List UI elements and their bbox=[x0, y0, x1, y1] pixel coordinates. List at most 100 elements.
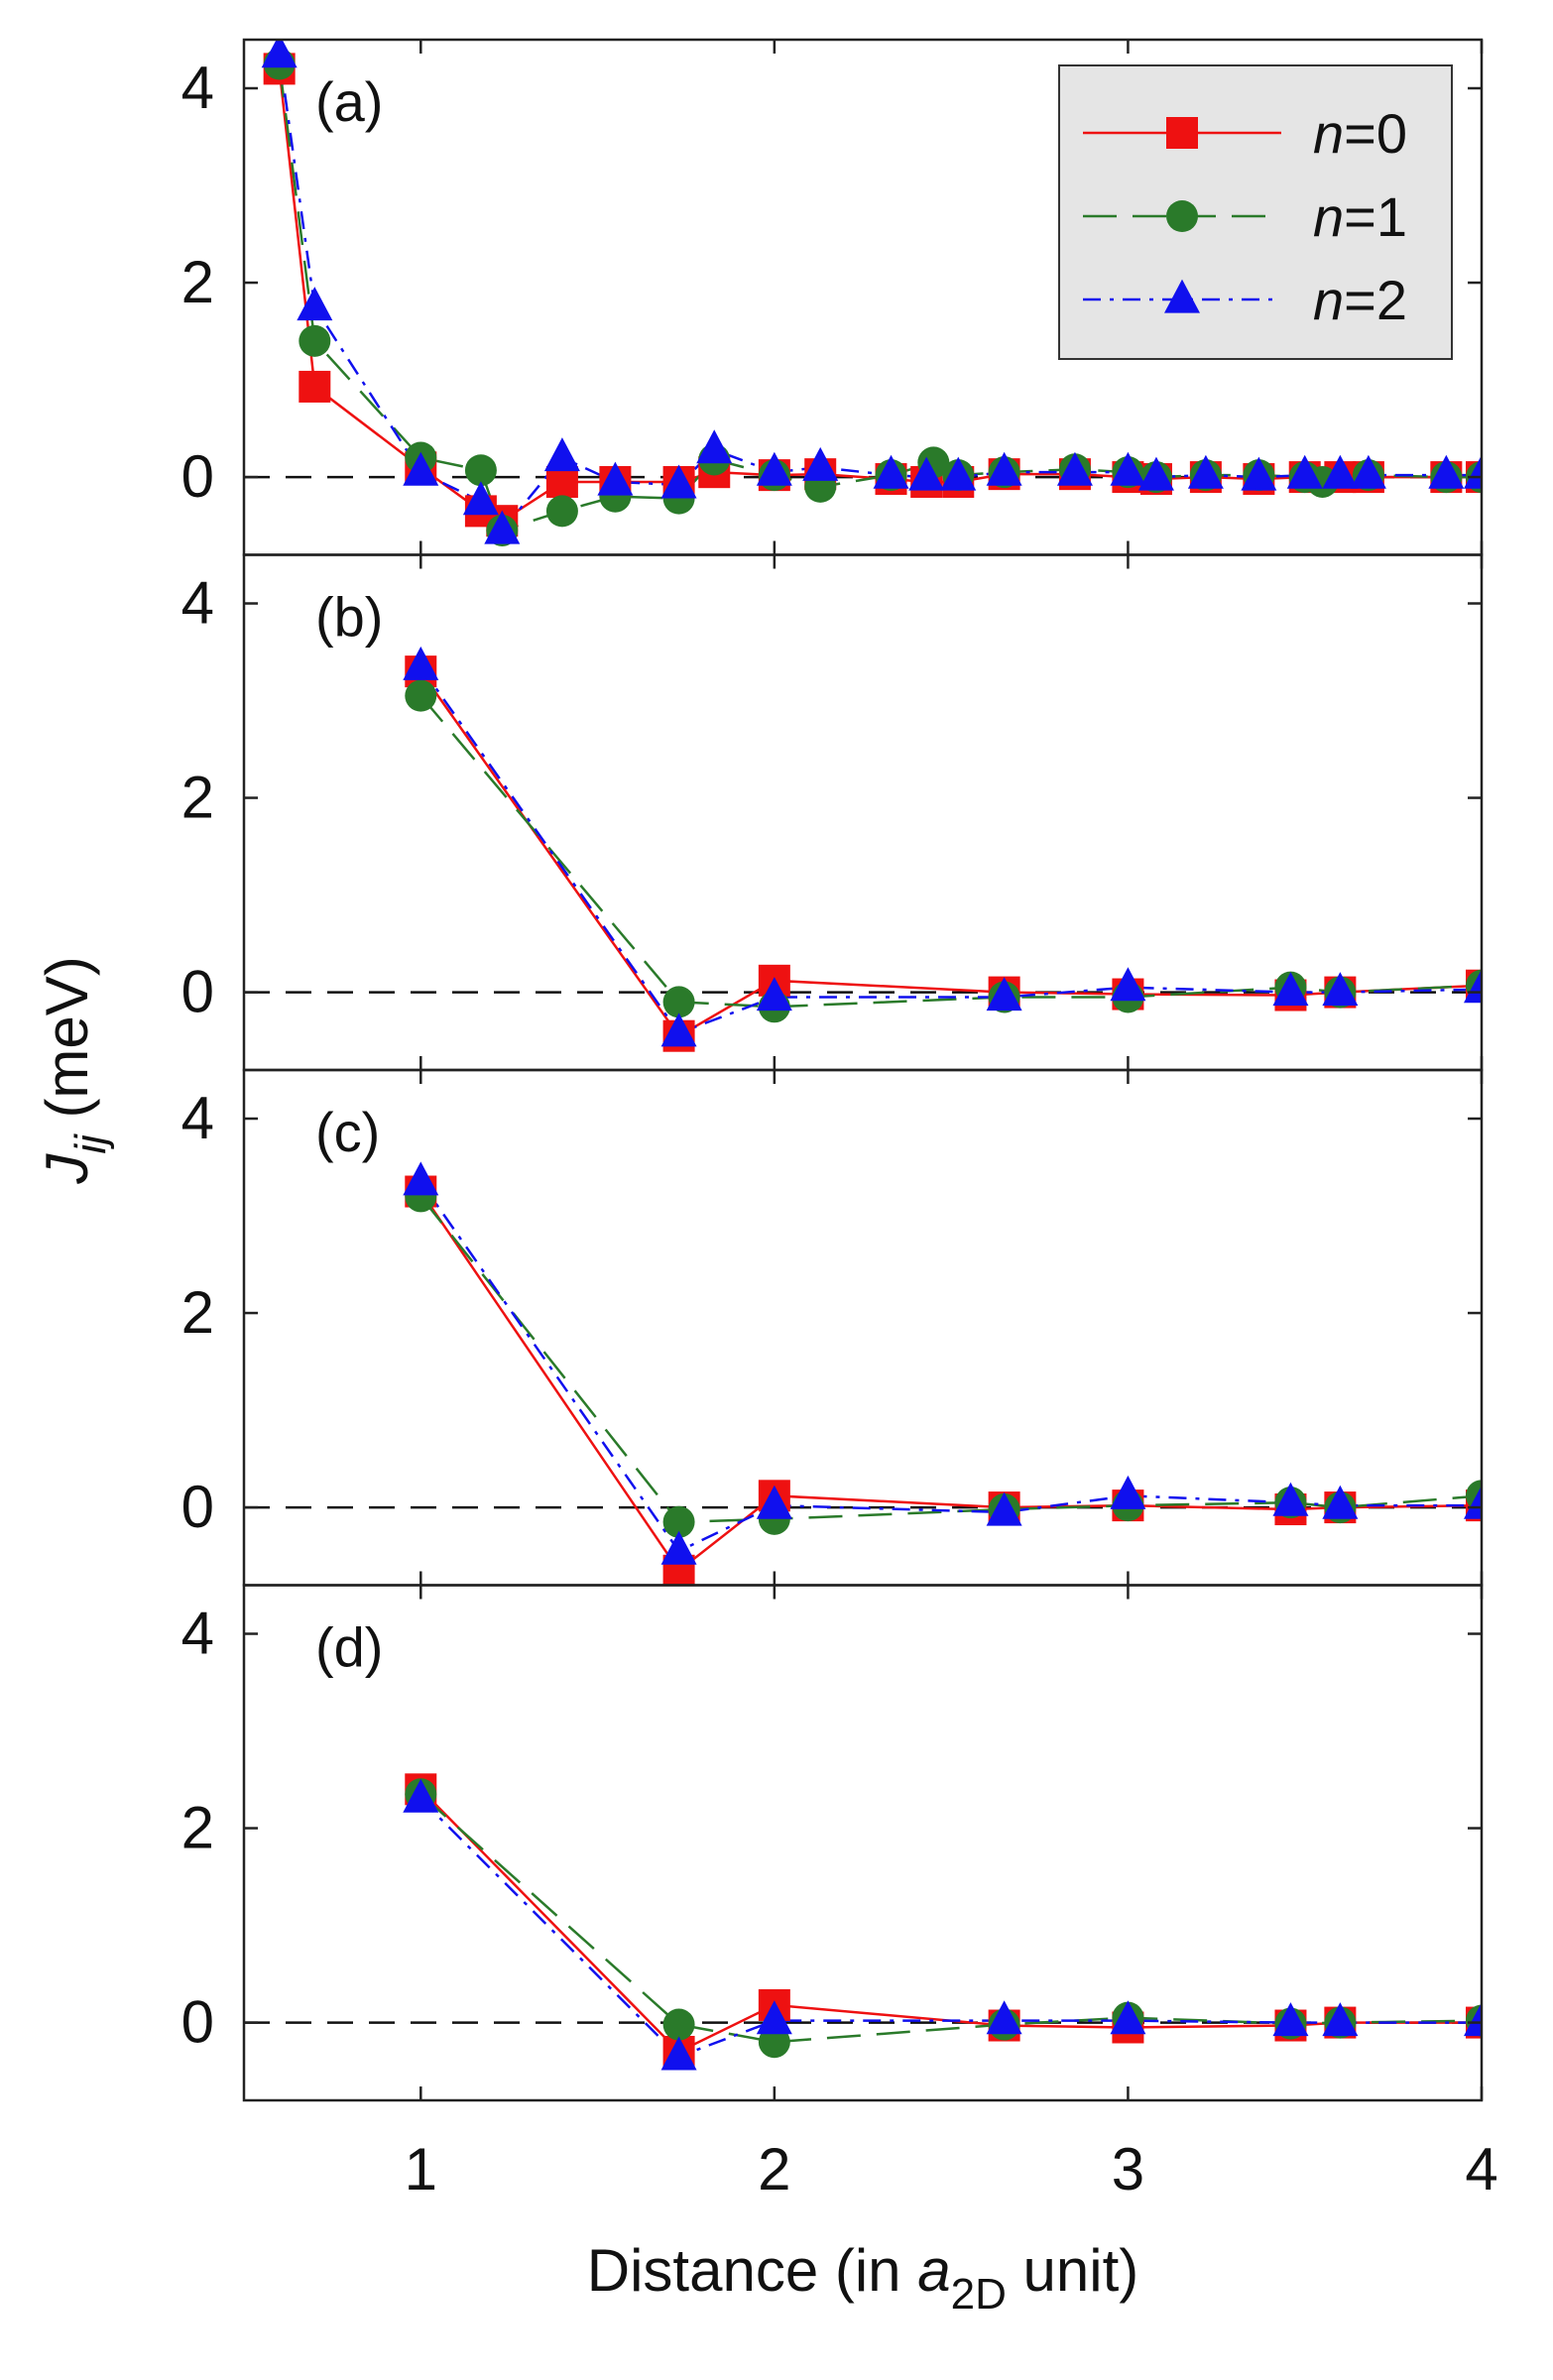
panel-b-point-n2-0 bbox=[403, 646, 439, 680]
panel-d-ytick-label-1: 2 bbox=[181, 1795, 214, 1861]
legend-label-n0: n=0 bbox=[1313, 102, 1407, 165]
panel-c-point-n2-6 bbox=[1322, 1485, 1359, 1519]
panel-c-point-n2-1 bbox=[660, 1530, 697, 1565]
panel-c-line-n2 bbox=[419, 1181, 1482, 1553]
panel-a-point-n2-10 bbox=[802, 446, 839, 481]
panel-a-point-n2-3 bbox=[462, 481, 499, 516]
panel-b-ytick-label-0: 0 bbox=[181, 959, 214, 1025]
legend-marker-n1 bbox=[1166, 200, 1198, 232]
x-axis-title-var: a bbox=[917, 2237, 950, 2304]
panel-b-line-n2 bbox=[419, 665, 1482, 1035]
panel-b-ytick-label-1: 2 bbox=[181, 765, 214, 831]
panel-a-point-n2-15 bbox=[1056, 451, 1093, 486]
panel-a-point-n1-3 bbox=[464, 454, 497, 487]
panel-a-point-n2-13 bbox=[940, 456, 977, 491]
panel-b-point-n2-7 bbox=[1464, 969, 1482, 1004]
panel-a-point-n2-1 bbox=[297, 287, 333, 321]
xtick-label-1: 2 bbox=[758, 2136, 790, 2202]
panel-c-point-n1-1 bbox=[662, 1505, 695, 1538]
panel-a-point-n2-12 bbox=[908, 456, 945, 491]
legend-label-rest-n1: =1 bbox=[1344, 185, 1407, 248]
panel-a-ytick-label-2: 4 bbox=[181, 55, 214, 121]
panel-d-plot-area bbox=[244, 1773, 1482, 2071]
panel-d-line-n0 bbox=[419, 1788, 1482, 2054]
panel-c-ytick-label-0: 0 bbox=[181, 1474, 214, 1540]
panel-b-label: (b) bbox=[315, 586, 383, 649]
panel-b-point-n2-6 bbox=[1322, 972, 1359, 1007]
panel-a-point-n2-0 bbox=[261, 40, 298, 68]
y-axis-title-var: J bbox=[34, 1153, 100, 1185]
y-axis-title: Jij (meV) bbox=[34, 956, 115, 1185]
legend-label-var-n0: n bbox=[1313, 102, 1344, 165]
panel-a-ytick-label-1: 2 bbox=[181, 249, 214, 315]
panel-d-line-n2 bbox=[419, 1798, 1482, 2059]
panel-a-point-n0-5 bbox=[545, 465, 578, 498]
panel-b-line-n0 bbox=[419, 670, 1482, 1038]
panel-c bbox=[244, 1161, 1482, 1586]
legend-label-var-n2: n bbox=[1313, 269, 1344, 331]
y-axis-title-sub: ij bbox=[66, 1133, 115, 1154]
panel-c-label: (c) bbox=[315, 1101, 380, 1163]
panel-a-point-n2-16 bbox=[1110, 451, 1146, 486]
x-axis-title-prefix: Distance (in bbox=[587, 2237, 917, 2304]
panel-d-frame bbox=[242, 1584, 1484, 2102]
panel-a-point-n2-5 bbox=[543, 437, 580, 472]
panel-b-point-n2-2 bbox=[756, 977, 792, 1012]
panel-a-point-n2-8 bbox=[696, 429, 733, 464]
panel-c-plot-area bbox=[244, 1161, 1482, 1586]
panel-b-ytick-label-2: 4 bbox=[181, 570, 214, 637]
legend-box bbox=[1058, 64, 1453, 360]
panel-c-point-n2-4 bbox=[1110, 1475, 1146, 1509]
panel-b-point-n2-3 bbox=[986, 977, 1022, 1012]
legend-label-rest-n2: =2 bbox=[1344, 269, 1407, 331]
xtick-label-3: 4 bbox=[1465, 2136, 1497, 2202]
panel-d-point-n2-7 bbox=[1464, 2002, 1482, 2037]
panel-a-point-n2-11 bbox=[873, 454, 909, 489]
panel-d-label: (d) bbox=[315, 1616, 383, 1679]
panel-c-ytick-label-2: 4 bbox=[181, 1085, 214, 1151]
panel-a-point-n2-17 bbox=[1137, 456, 1174, 491]
axis-labels-layer: 0 2 4 (a) 0 2 4 (b) 0 2 4 (c) 0 2 4 (d) 1 2 3 4 Distance (in… bbox=[34, 55, 1498, 2319]
panel-b-point-n2-1 bbox=[660, 1012, 697, 1047]
panel-c-point-n2-7 bbox=[1464, 1485, 1482, 1519]
panel-a-point-n2-24 bbox=[1464, 454, 1482, 489]
panel-b-line-n1 bbox=[419, 694, 1482, 1009]
x-axis-title-suffix: unit) bbox=[1007, 2237, 1138, 2304]
xtick-label-2: 3 bbox=[1112, 2136, 1144, 2202]
panels-layer bbox=[244, 40, 1482, 2071]
panel-c-point-n2-0 bbox=[403, 1161, 439, 1196]
panel-d bbox=[244, 1773, 1482, 2071]
panel-b-point-n1-1 bbox=[662, 986, 695, 1018]
legend-marker-n2 bbox=[1164, 279, 1200, 313]
frame-layer bbox=[242, 38, 1484, 2102]
panel-b-point-n2-4 bbox=[1110, 967, 1146, 1002]
panel-a-ytick-label-0: 0 bbox=[181, 443, 214, 510]
panel-d-ytick-label-2: 4 bbox=[181, 1601, 214, 1667]
legend-label-rest-n0: =0 bbox=[1344, 102, 1407, 165]
panel-a-point-n2-18 bbox=[1187, 454, 1224, 489]
panel-a-point-n1-5 bbox=[545, 495, 578, 528]
panel-c-point-n2-2 bbox=[756, 1485, 792, 1519]
panel-d-point-n1-1 bbox=[662, 2008, 695, 2041]
panel-c-point-n2-3 bbox=[986, 1491, 1022, 1526]
panel-c-point-n2-5 bbox=[1272, 1482, 1309, 1516]
panel-b-plot-area bbox=[244, 646, 1482, 1052]
legend-marker-n0 bbox=[1166, 117, 1198, 149]
panel-d-point-n2-5 bbox=[1272, 2002, 1309, 2037]
panel-c-line-n0 bbox=[419, 1190, 1482, 1573]
panel-a-point-n0-1 bbox=[299, 370, 331, 403]
panel-b-point-n1-0 bbox=[405, 679, 437, 712]
panel-b-point-n2-5 bbox=[1272, 972, 1309, 1007]
legend-label-var-n1: n bbox=[1313, 185, 1344, 248]
panel-d-point-n2-1 bbox=[660, 2036, 697, 2071]
panel-c-line-n1 bbox=[419, 1195, 1482, 1524]
panel-d-ytick-label-0: 0 bbox=[181, 1989, 214, 2056]
panel-d-point-n2-4 bbox=[1110, 2000, 1146, 2035]
panel-a-point-n2-4 bbox=[484, 510, 521, 544]
legend-label-n1: n=1 bbox=[1313, 185, 1407, 248]
panel-a-point-n2-2 bbox=[403, 451, 439, 486]
panel-a-point-n2-14 bbox=[986, 451, 1022, 486]
panel-a-point-n2-19 bbox=[1241, 456, 1277, 491]
xtick-label-0: 1 bbox=[405, 2136, 437, 2202]
